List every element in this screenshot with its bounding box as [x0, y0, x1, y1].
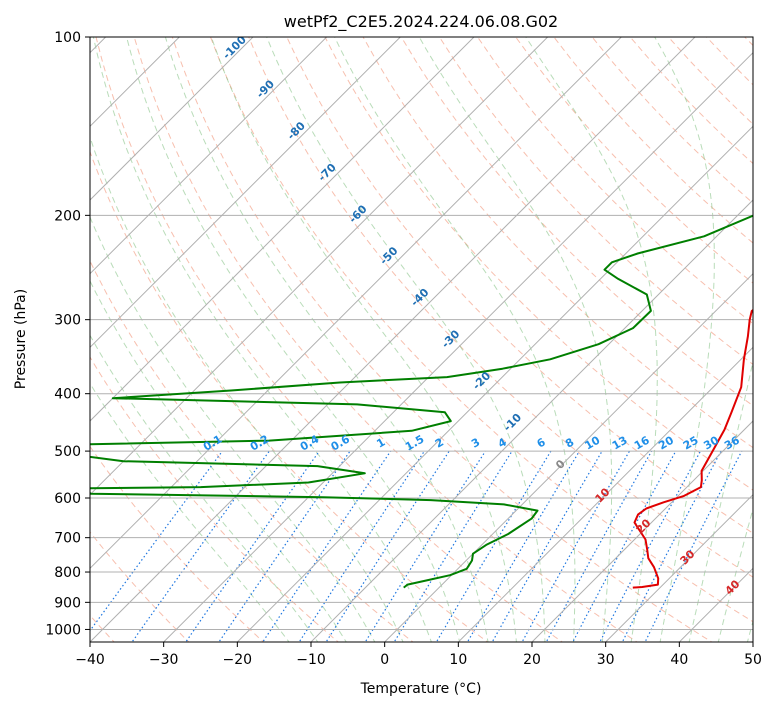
x-axis-ticks: −40 −30 −20 −10 0 10 20 30 40 50	[75, 642, 762, 668]
isotherm-line	[90, 37, 549, 496]
moist-adiabat	[525, 37, 658, 642]
y-tick-label: 300	[54, 313, 81, 329]
plot-background	[90, 37, 753, 642]
x-tick-label: 10	[449, 652, 467, 668]
mixing-ratio-line	[131, 450, 270, 642]
moist-adiabat	[90, 334, 319, 642]
mixing-ratio-line	[218, 450, 351, 642]
isotherm-line	[90, 37, 696, 642]
dry-adiabat	[90, 259, 414, 642]
dry-adiabat	[438, 37, 753, 366]
dry-adiabat	[477, 37, 753, 325]
moist-adiabat	[164, 37, 489, 642]
moist-adiabat	[90, 279, 347, 642]
temperature-line	[632, 308, 753, 589]
mixing-ratio-line	[572, 450, 677, 642]
dewpoint-line	[90, 214, 753, 589]
y-axis-ticks: 100 200 300 400 500 600 700 800 900 1000	[45, 30, 90, 638]
moist-adiabat	[90, 135, 404, 642]
moist-adiabat	[90, 215, 376, 642]
y-tick-label: 700	[54, 531, 81, 547]
y-tick-label: 900	[54, 595, 81, 611]
moist-adiabat	[418, 37, 613, 642]
y-tick-label: 800	[54, 565, 81, 581]
dry-adiabat	[362, 37, 753, 449]
profile-lines	[90, 214, 753, 589]
isotherm-line	[162, 51, 753, 642]
dry-adiabat	[324, 37, 753, 491]
isotherm-line	[90, 37, 623, 570]
dry-adiabat	[248, 37, 753, 578]
moist-adiabat	[266, 37, 546, 642]
isotherm-line	[90, 37, 254, 201]
grid-lines	[90, 37, 753, 642]
chart-title: wetPf2_C2E5.2024.224.06.08.G02	[284, 12, 558, 32]
mixing-ratio-line	[466, 450, 580, 642]
mixing-ratio-line	[393, 450, 513, 642]
isotherm-line	[90, 37, 475, 422]
y-axis-label: Pressure (hPa)	[13, 289, 29, 389]
mixing-ratio-line	[621, 450, 722, 642]
dry-adiabat	[286, 37, 753, 534]
mixing-ratio-line	[262, 450, 392, 642]
isotherm-line	[90, 37, 402, 349]
isotherm-line	[236, 125, 753, 642]
isotherm-line	[90, 37, 328, 275]
mixing-ratio-line	[185, 450, 320, 642]
moist-adiabat	[92, 37, 432, 642]
mixing-ratio-line	[298, 450, 425, 642]
moist-adiabat	[654, 37, 715, 642]
isotherm-line	[604, 493, 753, 642]
x-tick-label: 50	[744, 652, 762, 668]
y-tick-label: 600	[54, 491, 81, 507]
x-tick-label: 20	[523, 652, 541, 668]
x-tick-label: −30	[149, 652, 179, 668]
moist-adiabat	[688, 358, 753, 642]
x-tick-label: −40	[75, 652, 105, 668]
y-tick-label: 1000	[45, 622, 81, 638]
mixing-ratio-line	[599, 450, 702, 642]
isotherm-line	[457, 346, 753, 642]
plot-frame	[89, 36, 754, 643]
x-axis-label: Temperature (°C)	[360, 681, 482, 697]
x-tick-label: 30	[597, 652, 615, 668]
x-tick-label: −20	[223, 652, 253, 668]
y-tick-label: 200	[54, 208, 81, 224]
moist-adiabat	[334, 37, 576, 642]
dry-adiabat	[400, 37, 753, 407]
x-tick-label: −10	[296, 652, 326, 668]
y-tick-label: 400	[54, 387, 81, 403]
x-tick-label: 0	[380, 652, 389, 668]
y-tick-label: 500	[54, 444, 81, 460]
isotherm-line	[531, 420, 753, 642]
x-tick-label: 40	[670, 652, 688, 668]
y-tick-label: 100	[54, 30, 81, 46]
isotherm-line	[383, 272, 753, 642]
mixing-ratio-line	[325, 450, 450, 642]
moist-adiabat	[90, 382, 290, 642]
